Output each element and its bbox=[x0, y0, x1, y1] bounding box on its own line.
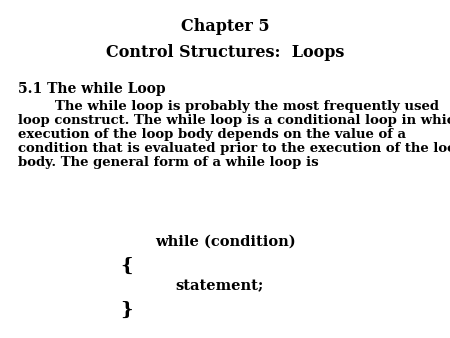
Text: loop construct. The while loop is a conditional loop in which: loop construct. The while loop is a cond… bbox=[18, 114, 450, 127]
Text: 5.1 The while Loop: 5.1 The while Loop bbox=[18, 82, 166, 96]
Text: body. The general form of a while loop is: body. The general form of a while loop i… bbox=[18, 156, 319, 169]
Text: while (condition): while (condition) bbox=[155, 235, 296, 249]
Text: statement;: statement; bbox=[175, 279, 263, 293]
Text: condition that is evaluated prior to the execution of the loop: condition that is evaluated prior to the… bbox=[18, 142, 450, 155]
Text: The while loop is probably the most frequently used: The while loop is probably the most freq… bbox=[18, 100, 439, 113]
Text: {: { bbox=[120, 257, 133, 275]
Text: execution of the loop body depends on the value of a: execution of the loop body depends on th… bbox=[18, 128, 406, 141]
Text: Control Structures:  Loops: Control Structures: Loops bbox=[106, 44, 344, 61]
Text: Chapter 5: Chapter 5 bbox=[181, 18, 269, 35]
Text: }: } bbox=[120, 301, 133, 319]
